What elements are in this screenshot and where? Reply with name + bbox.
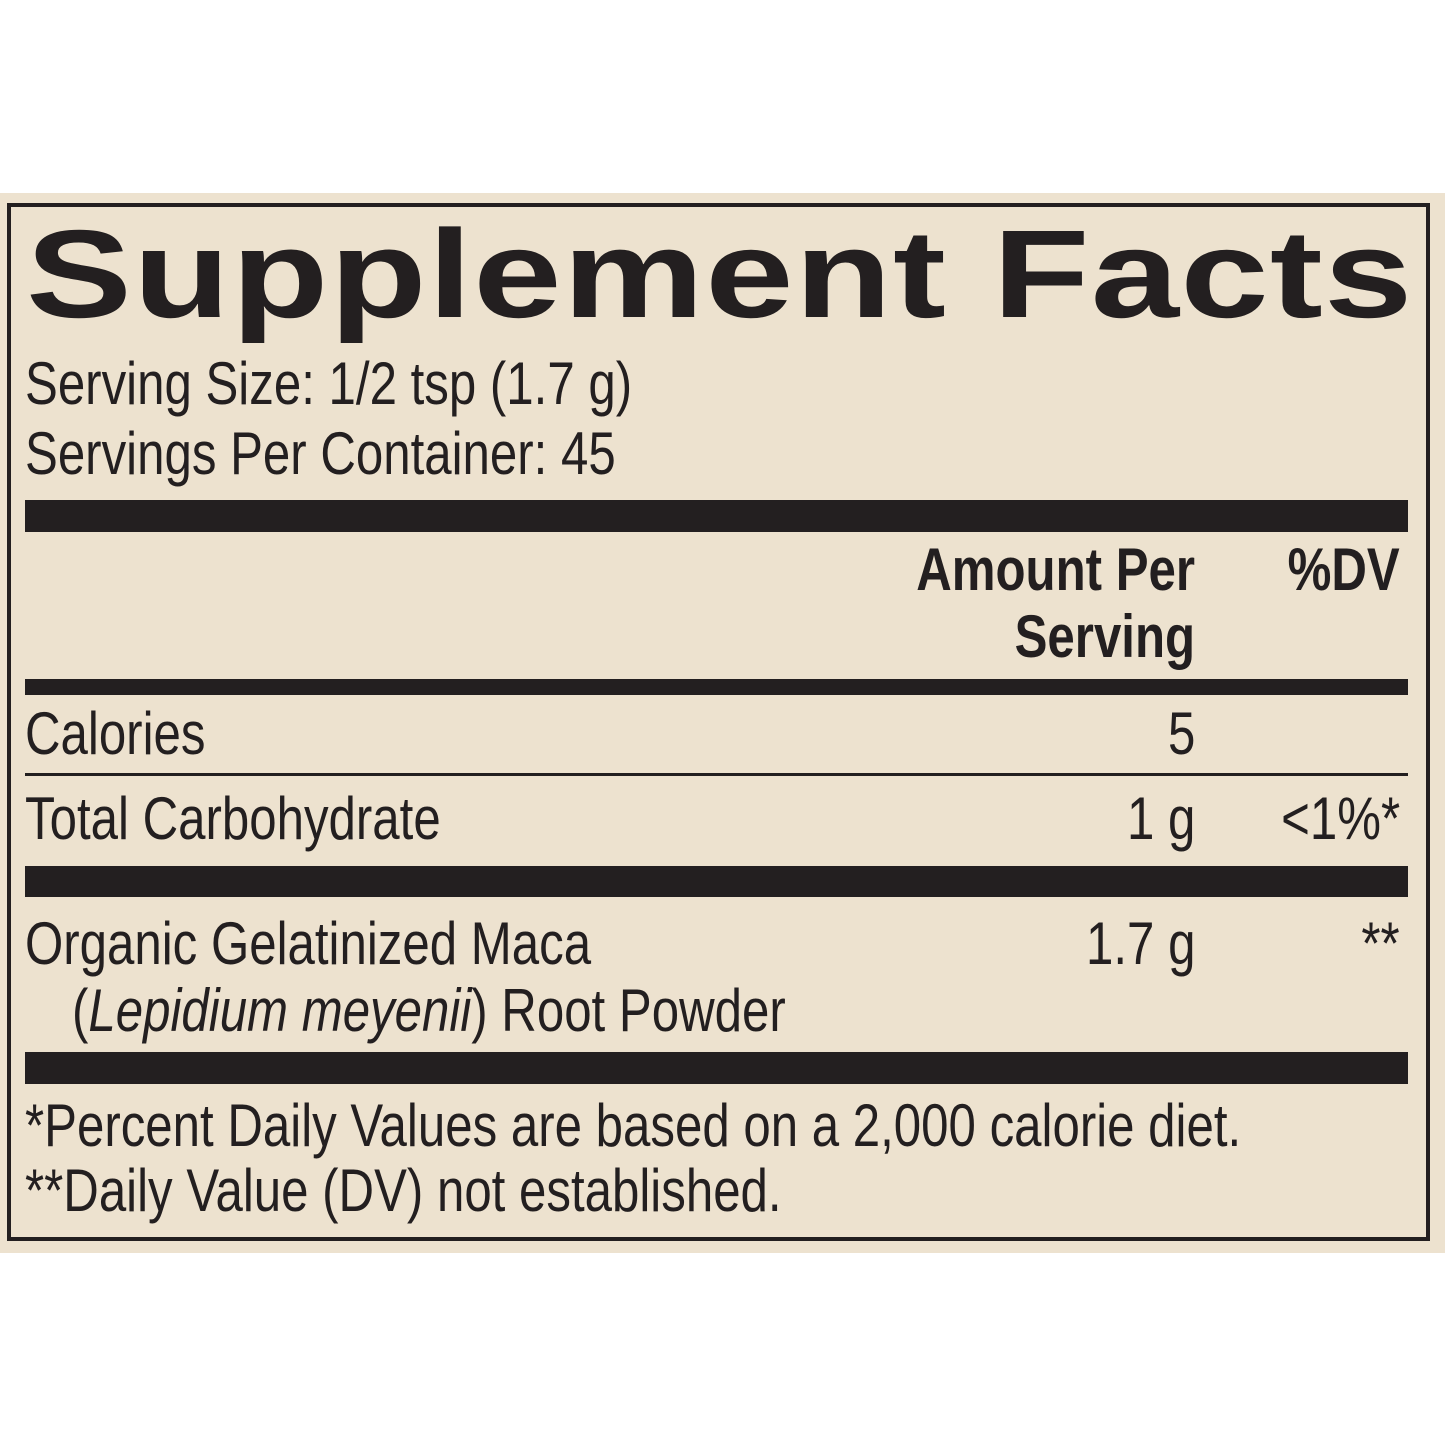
amount-header-line2: Serving — [1014, 603, 1195, 670]
paren-open: ( — [72, 977, 89, 1044]
footnote: **Daily Value (DV) not established. — [25, 1157, 782, 1224]
nutrient-amount: 5 — [1167, 700, 1195, 767]
ingredient-amount: 1.7 g — [1085, 910, 1195, 977]
serving-size: Serving Size: 1/2 tsp (1.7 g) — [25, 350, 633, 417]
nutrient-name: Calories — [25, 700, 206, 767]
nutrient-dv: <1%* — [1281, 785, 1400, 852]
amount-header-line1: Amount Per — [916, 536, 1195, 603]
divider-thick — [25, 866, 1408, 897]
page-title: Supplement Facts — [26, 205, 1414, 344]
dv-header: %DV — [1287, 536, 1400, 603]
footnote: *Percent Daily Values are based on a 2,0… — [25, 1092, 1242, 1159]
name-rest: ) Root Powder — [471, 977, 786, 1044]
nutrient-name: Total Carbohydrate — [25, 785, 441, 852]
ingredient-subname: (Lepidium meyenii) Root Powder — [72, 981, 786, 1041]
ingredient-dv: ** — [1361, 910, 1400, 977]
divider-thick — [25, 1052, 1408, 1084]
divider-medium — [25, 679, 1408, 695]
nutrient-amount: 1 g — [1126, 785, 1195, 852]
latin-name: Lepidium meyenii — [88, 977, 472, 1044]
panel-border — [7, 203, 1430, 1241]
ingredient-name: Organic Gelatinized Maca — [25, 910, 592, 977]
divider-thick — [25, 500, 1408, 532]
servings-per-container: Servings Per Container: 45 — [25, 420, 616, 487]
divider-thin — [25, 773, 1408, 776]
